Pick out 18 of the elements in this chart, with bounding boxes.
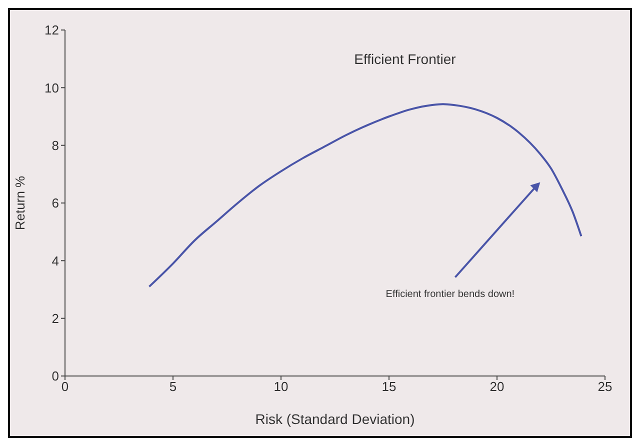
y-tick-label: 0 <box>52 368 59 384</box>
y-tick-label: 4 <box>52 253 59 268</box>
x-tick-label: 5 <box>169 379 177 394</box>
line-series <box>148 103 582 288</box>
y-tick-label: 6 <box>52 196 59 211</box>
y-tick-label: 12 <box>44 22 59 38</box>
x-tick-label: 15 <box>382 379 396 394</box>
y-axis-title: Return % <box>12 175 28 230</box>
x-tick-label: 10 <box>274 379 288 394</box>
y-tick-label: 10 <box>44 80 59 96</box>
x-tick-label: 0 <box>61 379 69 394</box>
text: Efficient Frontier <box>354 51 456 67</box>
x-axis-title: Risk (Standard Deviation) <box>255 411 415 427</box>
x-tick-label: 25 <box>598 379 612 394</box>
x-tick-label: 20 <box>490 379 504 394</box>
annotation: Efficient frontier bends down! <box>386 289 515 300</box>
y-tick-label: 2 <box>52 310 59 326</box>
y-tick-label: 8 <box>52 138 59 153</box>
